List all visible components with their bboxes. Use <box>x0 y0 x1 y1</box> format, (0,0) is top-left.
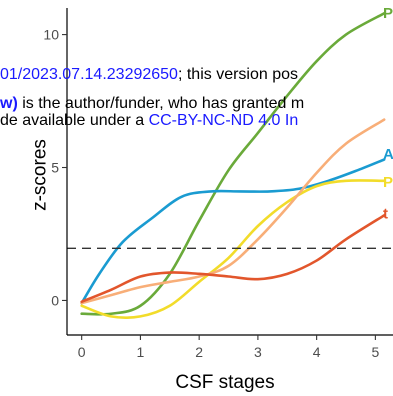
y-tick-label: 5 <box>51 160 59 176</box>
watermark-text: is the author/funder, who has granted m <box>17 95 305 112</box>
x-tick-label: 4 <box>313 344 321 360</box>
watermark-line-3: de available under a CC-BY-NC-ND 4.0 In <box>0 113 298 129</box>
y-tick-label: 10 <box>43 27 59 43</box>
x-tick-label: 1 <box>137 344 145 360</box>
watermark-text: de available under a <box>0 112 149 129</box>
x-tick-label: 0 <box>78 344 86 360</box>
x-tick-label: 2 <box>195 344 203 360</box>
y-tick-label: 0 <box>51 292 59 308</box>
series-line-5 <box>80 214 386 304</box>
x-tick-label: 5 <box>371 344 379 360</box>
watermark-license-link[interactable]: CC-BY-NC-ND 4.0 In <box>148 112 299 129</box>
axis-ticks: 0 1 2 3 4 5 0 5 10 <box>43 27 379 360</box>
watermark-doi-link[interactable]: 01/2023.07.14.23292650 <box>0 66 178 83</box>
watermark-bold-text: w) <box>0 95 18 112</box>
series-end-label: A <box>383 146 393 163</box>
series-end-label: P <box>383 174 393 191</box>
watermark-text: ; this version pos <box>177 66 299 83</box>
series-lines <box>80 12 386 320</box>
y-axis-title: z-scores <box>30 139 51 211</box>
series-line-1 <box>80 12 386 316</box>
series-line-2 <box>80 158 386 305</box>
series-end-label: P <box>383 5 393 22</box>
series-line-4 <box>80 118 386 305</box>
watermark-line-2: w) is the author/funder, who has granted… <box>0 96 304 112</box>
series-line-3 <box>80 179 386 320</box>
x-tick-label: 3 <box>254 344 262 360</box>
x-axis-title: CSF stages <box>175 372 274 393</box>
series-end-label: t <box>383 206 388 223</box>
watermark-line-1: 01/2023.07.14.23292650; this version pos <box>0 67 298 83</box>
